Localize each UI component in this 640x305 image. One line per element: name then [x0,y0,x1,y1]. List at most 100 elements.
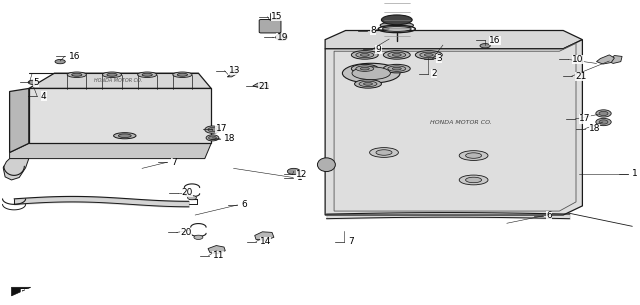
Ellipse shape [351,64,378,73]
Polygon shape [608,56,622,63]
Circle shape [206,135,219,141]
Polygon shape [29,88,211,143]
Ellipse shape [424,54,433,56]
Circle shape [287,168,300,174]
Ellipse shape [381,15,412,25]
Text: 16: 16 [68,52,80,61]
Ellipse shape [364,82,372,85]
Text: 13: 13 [228,66,240,75]
Ellipse shape [352,67,390,80]
Circle shape [205,126,220,133]
Text: 17: 17 [216,124,227,133]
Polygon shape [208,246,225,254]
Ellipse shape [380,22,413,29]
Ellipse shape [114,133,136,139]
Text: 21: 21 [575,72,587,81]
Ellipse shape [28,80,38,84]
Ellipse shape [107,73,117,76]
Text: 17: 17 [579,114,591,124]
Ellipse shape [392,54,401,56]
Ellipse shape [466,153,482,158]
Ellipse shape [356,52,374,58]
Circle shape [208,127,217,132]
Polygon shape [325,30,582,49]
Ellipse shape [383,64,410,73]
Ellipse shape [383,51,410,59]
Text: 6: 6 [241,200,247,210]
Circle shape [596,118,611,126]
Ellipse shape [370,148,399,157]
Text: HONDA MOTOR CO.: HONDA MOTOR CO. [430,120,492,124]
Ellipse shape [466,177,482,183]
Text: 19: 19 [276,33,288,42]
Text: 10: 10 [572,55,584,64]
Text: 16: 16 [489,36,500,45]
Polygon shape [255,232,274,240]
Ellipse shape [460,175,488,185]
Text: 6: 6 [547,211,552,221]
Text: 11: 11 [212,251,224,260]
Polygon shape [10,88,29,152]
Ellipse shape [356,66,374,71]
Circle shape [188,196,196,200]
Ellipse shape [392,67,401,70]
Circle shape [599,111,608,116]
Text: 4: 4 [41,92,47,101]
Ellipse shape [317,158,335,171]
Text: FR.: FR. [19,289,33,298]
Text: 15: 15 [271,12,283,21]
Polygon shape [253,82,269,88]
Ellipse shape [142,73,152,76]
Ellipse shape [460,151,488,160]
Text: 21: 21 [259,81,270,91]
Ellipse shape [480,44,490,48]
Text: 8: 8 [371,26,376,35]
Polygon shape [10,143,211,159]
Ellipse shape [388,66,406,71]
Text: 12: 12 [296,170,308,179]
Ellipse shape [355,80,381,88]
Polygon shape [325,40,582,215]
Ellipse shape [102,72,122,77]
Ellipse shape [420,52,438,58]
Text: 20: 20 [182,188,193,197]
Text: 2: 2 [431,69,437,78]
Text: 20: 20 [180,228,192,237]
Circle shape [209,136,216,140]
Ellipse shape [360,67,369,70]
Circle shape [599,120,608,124]
Polygon shape [596,55,614,64]
Ellipse shape [342,63,400,83]
Ellipse shape [376,150,392,155]
Ellipse shape [415,51,442,59]
Text: 9: 9 [376,45,381,54]
Text: 18: 18 [224,134,236,143]
Ellipse shape [55,59,65,64]
Text: 3: 3 [436,54,442,63]
Ellipse shape [360,54,369,56]
Text: 5: 5 [33,78,39,87]
Circle shape [194,235,203,239]
Ellipse shape [67,72,86,77]
Ellipse shape [388,52,406,58]
Ellipse shape [173,72,192,77]
Ellipse shape [177,73,188,76]
Polygon shape [29,73,211,88]
Ellipse shape [276,34,287,41]
Text: 7: 7 [171,158,177,167]
FancyBboxPatch shape [259,20,281,33]
Text: 14: 14 [260,237,271,246]
Polygon shape [12,287,31,296]
Ellipse shape [118,134,131,138]
Ellipse shape [383,27,412,31]
Text: 7: 7 [348,237,354,246]
Text: HONDA MOTOR CO.: HONDA MOTOR CO. [94,78,143,83]
Ellipse shape [138,72,157,77]
Polygon shape [227,70,237,77]
Polygon shape [3,159,29,180]
Text: 1: 1 [632,169,637,178]
Ellipse shape [351,51,378,59]
Text: 18: 18 [589,124,600,133]
Ellipse shape [72,73,82,76]
Ellipse shape [359,81,377,87]
